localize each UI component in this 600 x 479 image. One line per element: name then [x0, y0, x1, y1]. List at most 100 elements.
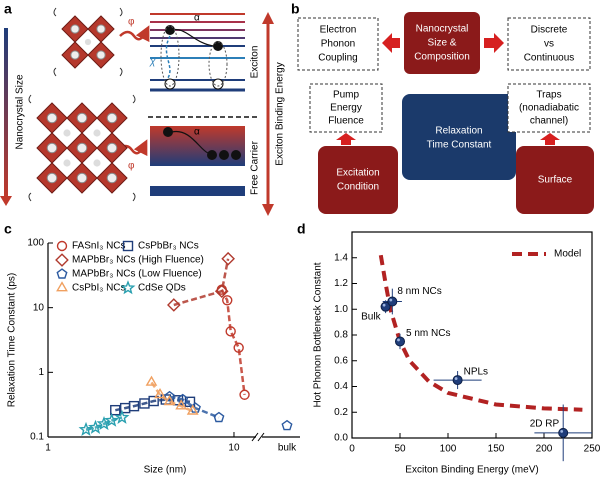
marker: [175, 399, 188, 410]
point-label: NPLs: [464, 367, 488, 378]
node-label: Continuous: [524, 53, 575, 64]
vibration: [132, 192, 136, 202]
y-tick-label: 0.8: [334, 330, 348, 341]
panel-a: a Nanocrystal Size φ α χ α φ Exciton Fre…: [0, 1, 286, 216]
marker: [104, 412, 120, 427]
arrow: [382, 33, 400, 53]
panel-label: c: [4, 221, 12, 237]
panel-label: d: [297, 221, 306, 237]
highlight: [389, 298, 393, 302]
vibration: [53, 67, 57, 77]
series-line: [169, 395, 220, 419]
marker: [221, 251, 235, 266]
x-axis-title: Size (nm): [144, 465, 187, 476]
y-tick-label: 0.0: [334, 433, 348, 444]
point-label: 2D RP: [530, 418, 560, 429]
panel-b: b Electron Phonon Coupling Nanocrystal S…: [291, 1, 594, 214]
y-tick-label: 0.6: [334, 355, 348, 366]
free-carrier-label: Free Carrier: [250, 140, 261, 195]
node-box: [404, 12, 480, 74]
series-line: [173, 258, 230, 307]
legend-label: CsPbI₃ NCs: [72, 283, 126, 294]
node-label: Time Constant: [427, 140, 492, 151]
node-label: Phonon: [321, 39, 355, 50]
node-label: Excitation: [336, 168, 379, 179]
marker: [163, 390, 176, 402]
node-label: Condition: [337, 182, 379, 193]
vibration: [53, 7, 57, 17]
size-arrow: [4, 28, 8, 198]
legend-marker: [56, 268, 68, 279]
y-tick-label: 1.4: [334, 252, 348, 263]
legend-label: CdSe QDs: [138, 283, 186, 294]
panel-label: b: [291, 1, 300, 17]
panel-c: c Relaxation Time Constant (ps) Size (nm…: [4, 221, 300, 476]
legend-label: MAPbBr₃ NCs (High Fluence): [72, 255, 204, 266]
crystal: [28, 94, 136, 202]
node-label: Pump: [333, 90, 360, 101]
atom: [46, 112, 58, 124]
point-label: 5 nm NCs: [406, 328, 450, 339]
node-label: Discrete: [531, 25, 568, 36]
point-label: 8 nm NCs: [397, 286, 441, 297]
point-label: Bulk: [361, 311, 381, 322]
y-tick-label: 10: [33, 302, 45, 313]
node-box: [507, 17, 591, 71]
vibration: [119, 7, 123, 17]
binding-axis-label: Exciton Binding Energy: [275, 62, 286, 165]
legend-label: MAPbBr₃ NCs (Low Fluence): [72, 269, 202, 280]
data-point: [452, 375, 463, 386]
marker: [148, 395, 159, 407]
legend-label: Model: [554, 249, 581, 260]
legend-marker: [120, 280, 136, 295]
marker: [145, 375, 158, 386]
y-tick-label: 1: [38, 367, 44, 378]
marker: [225, 326, 236, 337]
atom: [70, 50, 80, 60]
marker: [128, 400, 140, 412]
node-box: [516, 146, 594, 214]
data-point: [395, 336, 405, 347]
x-tick-label: 150: [488, 444, 505, 455]
x-tick-label: 250: [584, 444, 600, 455]
cation: [93, 159, 101, 167]
node-label: Coupling: [318, 53, 357, 64]
atom: [76, 112, 88, 124]
model-curve: [378, 254, 583, 412]
marker: [78, 421, 94, 437]
y-tick-label: 1.2: [334, 278, 348, 289]
x-tick-label: 200: [536, 444, 553, 455]
legend-marker: [56, 240, 68, 252]
x-tick-label: 10: [228, 443, 240, 454]
atom: [46, 172, 58, 184]
node-label: Traps: [536, 90, 561, 101]
marker: [110, 404, 121, 416]
legend-label: CsPbBr₃ NCs: [138, 241, 199, 252]
marker: [233, 342, 244, 353]
node-label: Electron: [320, 25, 357, 36]
node-label: vs: [544, 39, 554, 50]
atom: [70, 24, 80, 34]
node-label: (nonadiabatic: [519, 103, 579, 114]
node-label: channel): [530, 116, 568, 127]
atom: [106, 142, 118, 154]
marker: [114, 409, 130, 424]
crystal: [53, 7, 123, 77]
marker: [214, 284, 229, 298]
series-line: [115, 398, 191, 412]
marker: [154, 387, 166, 399]
size-axis-label: Nanocrystal Size: [15, 74, 26, 149]
cation: [63, 129, 71, 137]
legend-marker: [122, 240, 134, 252]
atom: [76, 142, 88, 154]
marker: [213, 411, 225, 423]
cation: [93, 129, 101, 137]
x-tick-label: 1: [45, 443, 51, 454]
highlight: [397, 338, 400, 342]
phi-label: φ: [128, 17, 135, 28]
atom: [96, 50, 106, 60]
node-box: [297, 17, 379, 71]
node-label: Energy: [330, 103, 362, 114]
node-box: [309, 83, 383, 133]
